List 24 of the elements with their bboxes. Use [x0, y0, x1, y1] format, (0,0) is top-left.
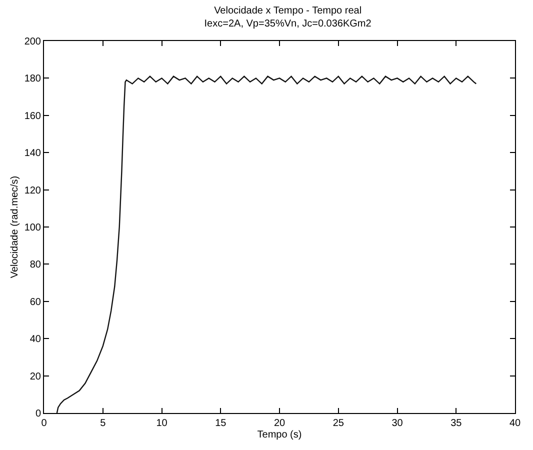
- y-axis-title: Velocidade (rad.mec/s): [9, 176, 20, 278]
- x-tick-label: 40: [509, 418, 521, 429]
- chart-subtitle: Iexc=2A, Vp=35%Vn, Jc=0.036KGm2: [204, 18, 372, 30]
- y-tick-label: 20: [30, 371, 42, 382]
- x-axis-title: Tempo (s): [257, 430, 302, 440]
- y-tick-label: 80: [30, 260, 42, 271]
- x-tick-label: 5: [100, 418, 106, 429]
- y-tick-label: 40: [30, 334, 42, 346]
- y-tick-label: 160: [24, 110, 42, 122]
- y-tick-label: 0: [35, 408, 42, 420]
- chart-title: Velocidade x Tempo - Tempo real: [214, 6, 362, 16]
- x-tick-label: 25: [332, 418, 344, 429]
- x-tick-label: 15: [215, 418, 227, 429]
- x-tick-label: 35: [450, 418, 462, 429]
- x-tick-label: 30: [392, 418, 404, 429]
- y-tick-label: 60: [30, 296, 42, 308]
- y-tick-label: 200: [24, 36, 42, 48]
- y-tick-label: 180: [24, 74, 42, 85]
- x-tick-label: 20: [274, 418, 286, 429]
- y-tick-label: 120: [24, 185, 42, 196]
- y-tick-label: 140: [24, 148, 42, 160]
- y-tick-label: 100: [24, 222, 42, 234]
- x-tick-label: 10: [156, 418, 168, 429]
- line-series: [56, 76, 477, 413]
